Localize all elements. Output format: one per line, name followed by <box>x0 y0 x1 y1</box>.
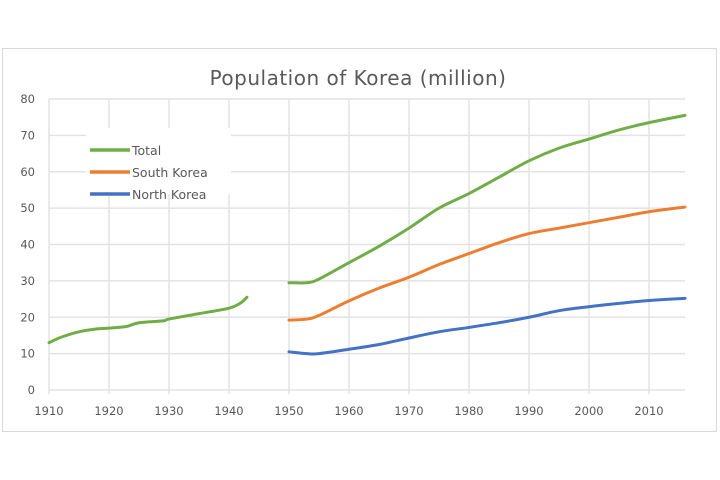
chart-title: Population of Korea (million) <box>210 66 507 90</box>
x-tick-label: 1980 <box>454 404 483 418</box>
y-tick-label: 10 <box>20 347 35 361</box>
legend-bg <box>86 172 231 194</box>
x-tick-label: 1930 <box>154 404 183 418</box>
y-tick-label: 20 <box>20 310 35 324</box>
series-line-total <box>287 113 687 285</box>
x-tick-label: 1910 <box>34 404 63 418</box>
chart-frame <box>2 48 717 432</box>
x-tick-label: 1950 <box>274 404 303 418</box>
x-tick-label: 1960 <box>334 404 363 418</box>
series-line-north-korea <box>287 296 687 356</box>
series-line-total <box>47 295 249 345</box>
y-tick-label: 0 <box>28 383 35 397</box>
series-line-south-korea <box>287 205 687 322</box>
legend-label: North Korea <box>132 187 206 202</box>
y-tick-label: 80 <box>20 92 35 106</box>
x-tick-label: 1940 <box>214 404 243 418</box>
x-tick-label: 1970 <box>394 404 423 418</box>
x-tick-label: 1990 <box>514 404 543 418</box>
y-tick-label: 40 <box>20 238 35 252</box>
y-tick-label: 50 <box>20 201 35 215</box>
legend-bg <box>86 150 231 172</box>
legend-label: South Korea <box>132 165 208 180</box>
x-tick-label: 2010 <box>634 404 663 418</box>
y-tick-label: 70 <box>20 128 35 142</box>
legend-label: Total <box>131 143 161 158</box>
legend-bg <box>86 128 231 150</box>
x-tick-label: 2000 <box>574 404 603 418</box>
x-tick-label: 1920 <box>94 404 123 418</box>
y-tick-label: 60 <box>20 165 35 179</box>
y-tick-label: 30 <box>20 274 35 288</box>
